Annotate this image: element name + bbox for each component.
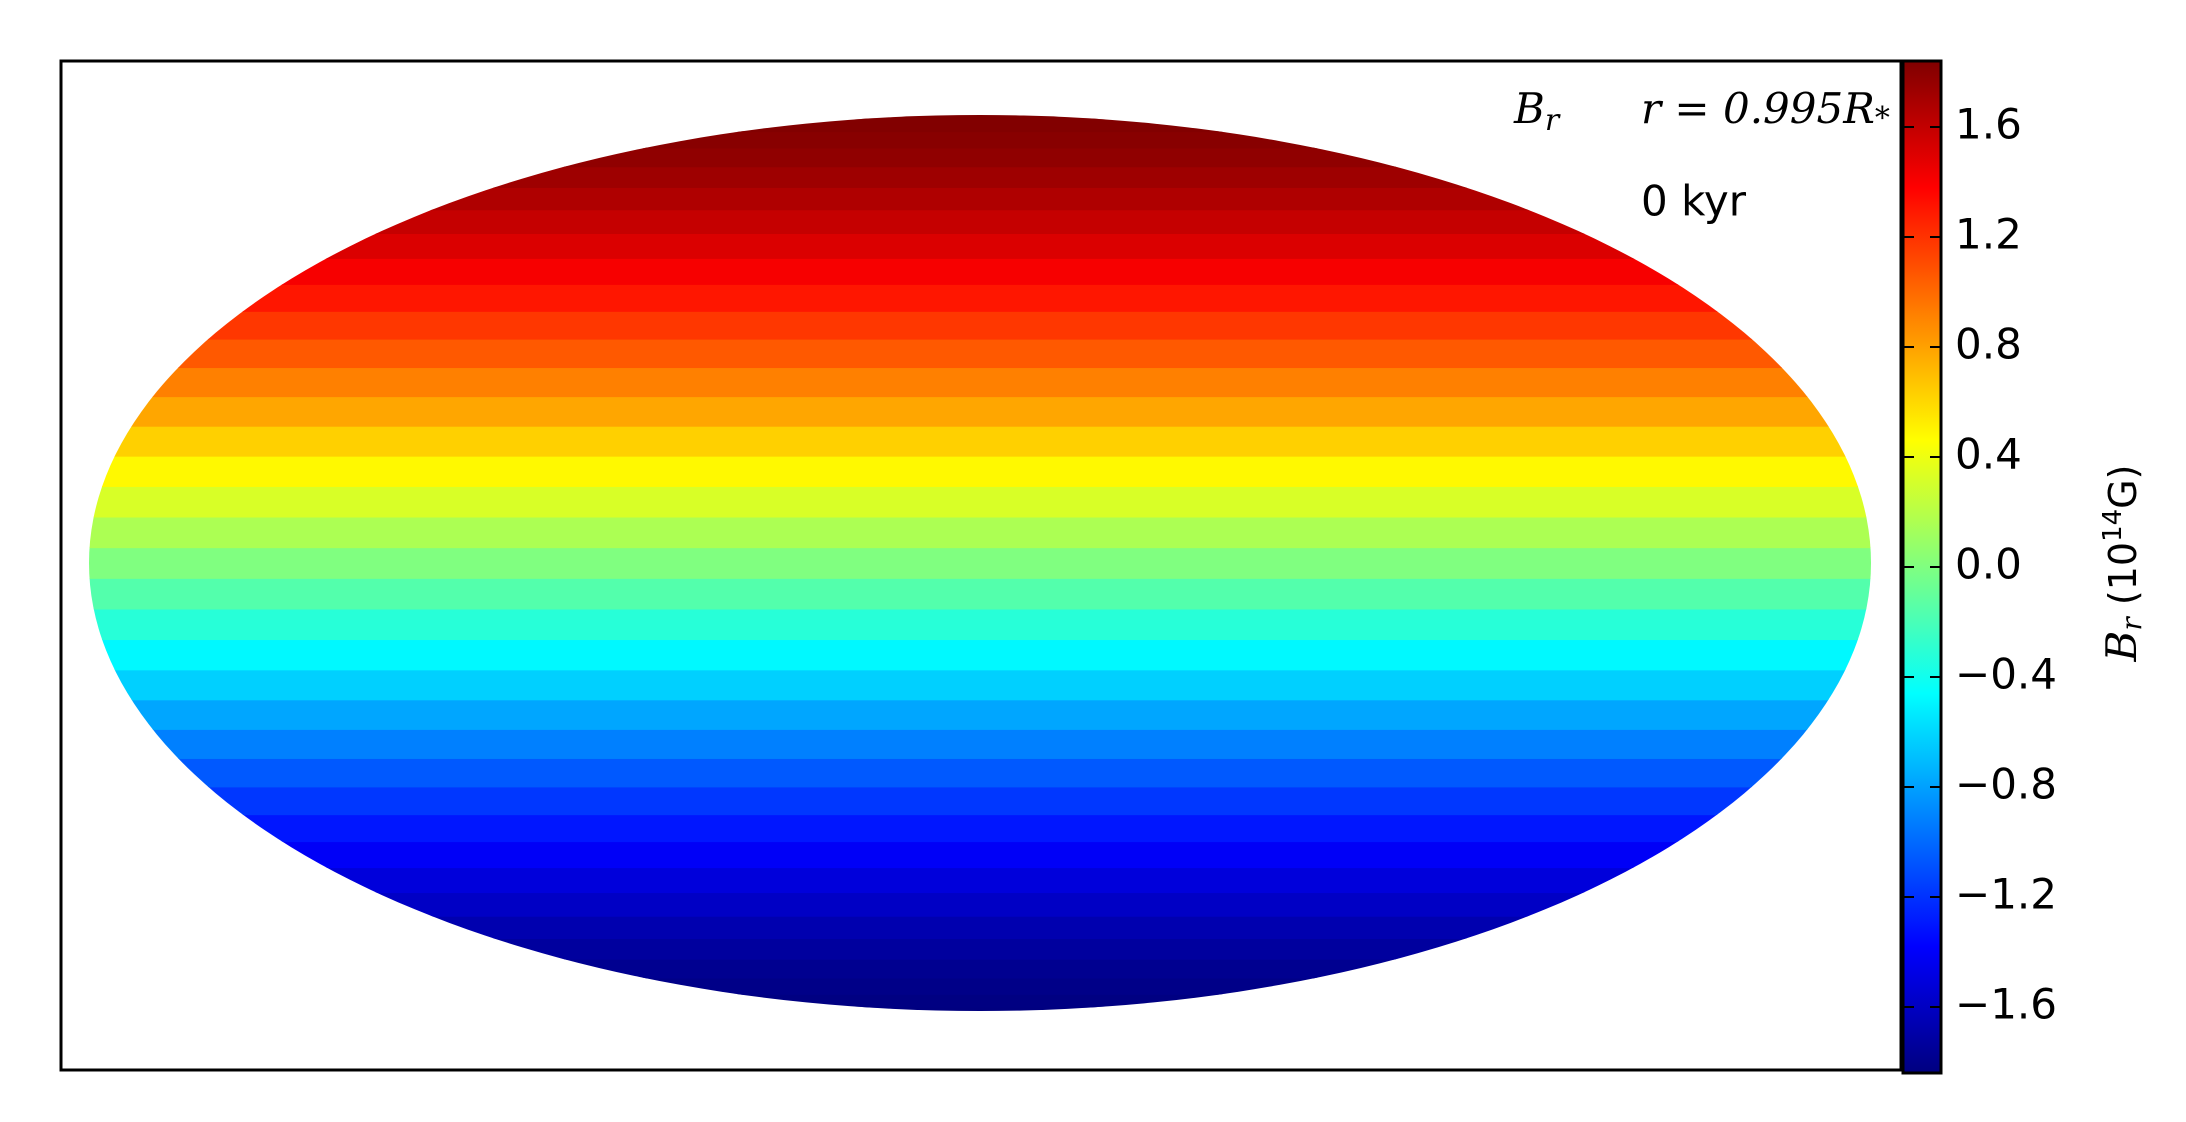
label-unit: (10: [2101, 542, 2145, 617]
label-unit: G): [2101, 465, 2145, 509]
field-band: [89, 283, 1871, 312]
field-band: [89, 577, 1871, 610]
field-band: [89, 425, 1871, 457]
field-band: [89, 115, 1871, 120]
field-band: [89, 455, 1871, 487]
field-band: [89, 669, 1871, 701]
field-band: [89, 118, 1871, 133]
colorbar-tick-label: −0.8: [1955, 760, 2057, 809]
field-band: [89, 209, 1871, 234]
colorbar-tick-label: 1.6: [1955, 100, 2022, 149]
field-band: [89, 257, 1871, 285]
field-band: [89, 608, 1871, 641]
field-band: [89, 547, 1871, 579]
colorbar-label: Br (1014G): [2097, 465, 2148, 663]
field-band: [89, 396, 1871, 427]
annotation: Br: [1513, 84, 1561, 138]
annotation-text: B: [1513, 84, 1545, 133]
field-band: [89, 977, 1871, 995]
colorbar-tick-label: −1.2: [1955, 870, 2057, 919]
colorbar-tick-label: 0.0: [1955, 540, 2022, 589]
field-band: [89, 232, 1871, 259]
field-band: [89, 892, 1871, 917]
map: [89, 115, 1871, 1011]
field-band: [89, 757, 1871, 788]
label-text: B: [2097, 631, 2146, 663]
field-band: [89, 367, 1871, 398]
field-band: [89, 786, 1871, 816]
colorbar-tick-label: −0.4: [1955, 650, 2057, 699]
annotation-text: r = 0.995R: [1641, 84, 1875, 133]
field-band: [89, 958, 1871, 979]
colorbar-tick-label: 1.2: [1955, 210, 2022, 259]
field-band: [89, 516, 1871, 549]
label-sub: r: [2115, 616, 2148, 631]
annotation-sub: r: [1545, 103, 1561, 138]
field-band: [89, 131, 1871, 149]
field-band: [89, 639, 1871, 671]
field-band: [89, 867, 1871, 894]
annotation-sub: *: [1875, 101, 1890, 136]
colorbar-tick-label: 0.8: [1955, 320, 2022, 369]
field-band: [89, 485, 1871, 518]
field-band: [89, 728, 1871, 759]
field-band: [89, 699, 1871, 730]
annotation: r = 0.995R*: [1641, 84, 1890, 136]
field-band: [89, 993, 1871, 1008]
axes-frame: [59, 59, 1903, 1072]
field-band: [89, 166, 1871, 188]
field-band: [89, 841, 1871, 869]
field-band: [89, 338, 1871, 369]
label-exp: 14: [2098, 509, 2128, 542]
field-band: [89, 938, 1871, 960]
field-band: [89, 310, 1871, 340]
field-band: [89, 186, 1871, 211]
annotation: 0 kyr: [1641, 177, 1747, 226]
field-band: [89, 147, 1871, 168]
colorbar-tick-label: −1.6: [1955, 980, 2057, 1029]
field-band: [89, 1006, 1871, 1011]
colorbar-tick-label: 0.4: [1955, 430, 2022, 479]
field-band: [89, 915, 1871, 940]
field-band: [89, 814, 1871, 843]
